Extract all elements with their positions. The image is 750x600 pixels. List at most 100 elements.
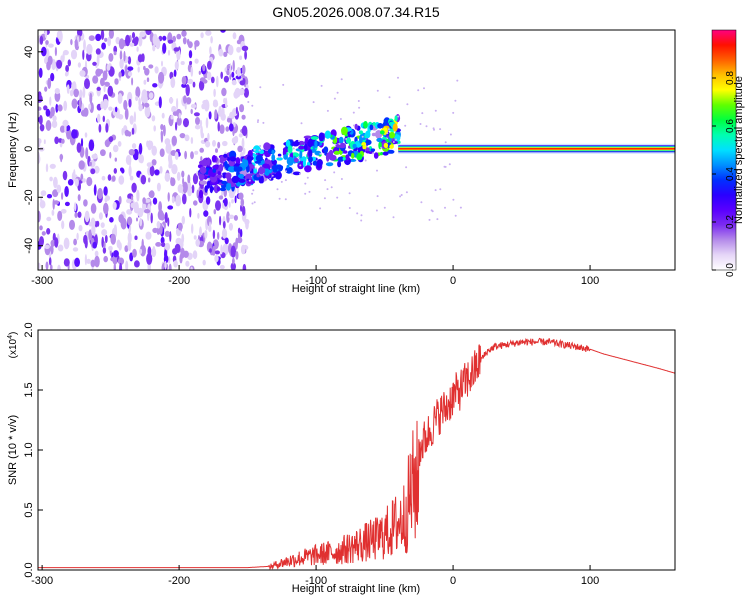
noise-blob <box>90 259 96 268</box>
noise-blob <box>144 102 150 108</box>
noise-blob <box>221 87 227 97</box>
noise-blob <box>50 264 53 270</box>
signal-blob <box>276 157 283 161</box>
spectrogram-frame <box>37 29 676 271</box>
noise-blob <box>100 30 105 40</box>
noise-blob <box>78 224 83 232</box>
noise-blob <box>45 163 49 173</box>
noise-blob <box>49 163 56 169</box>
signal-blob <box>298 145 305 150</box>
noise-blob <box>124 245 129 253</box>
noise-blob <box>168 97 174 104</box>
signal-blob <box>216 186 221 192</box>
noise-blob <box>164 172 171 182</box>
noise-blob <box>175 200 179 207</box>
noise-blob <box>187 41 193 49</box>
signal-blob <box>229 156 237 162</box>
noise-blob <box>104 37 108 42</box>
noise-blob <box>54 136 59 145</box>
faint-point <box>269 177 272 180</box>
noise-blob <box>151 247 157 258</box>
y-tick-label: 0.0 <box>23 562 35 577</box>
faint-point <box>284 198 287 201</box>
noise-blob <box>208 221 212 232</box>
faint-point <box>360 219 363 222</box>
signal-blob <box>263 142 271 151</box>
noise-blob <box>82 178 86 183</box>
noise-blob <box>245 220 249 230</box>
noise-blob <box>181 83 187 88</box>
signal-blob <box>225 172 232 180</box>
noise-blob <box>174 151 179 160</box>
noise-blob <box>86 43 93 55</box>
noise-blob <box>73 238 77 246</box>
noise-blob <box>241 137 245 149</box>
noise-blob <box>52 198 55 210</box>
noise-blob <box>209 46 212 55</box>
noise-blob <box>48 43 54 48</box>
faint-point <box>292 147 295 150</box>
faint-point <box>428 218 431 221</box>
noise-blob <box>145 231 152 240</box>
noise-blob <box>240 229 243 238</box>
signal-blob <box>199 166 207 174</box>
faint-point <box>324 179 327 182</box>
signal-blob <box>275 171 282 180</box>
noise-blob <box>119 50 123 61</box>
noise-blob <box>167 192 170 202</box>
spectrogram-y-label: Frequency (Hz) <box>7 112 19 188</box>
noise-blob <box>59 125 66 133</box>
noise-blob <box>100 149 106 157</box>
noise-blob <box>151 115 156 122</box>
noise-blob <box>232 60 235 72</box>
noise-blob <box>44 86 48 92</box>
noise-blob <box>190 66 194 77</box>
noise-blob <box>71 129 78 139</box>
noise-blob <box>88 103 92 111</box>
noise-blob <box>230 245 236 258</box>
y-tick-label: 1.0 <box>23 442 35 457</box>
noise-blob <box>80 138 84 148</box>
noise-blob <box>39 35 44 45</box>
signal-blob <box>307 138 314 148</box>
noise-blob <box>91 153 98 160</box>
noise-blob <box>118 195 122 205</box>
noise-blob <box>123 99 128 111</box>
signal-blob <box>271 150 275 155</box>
snr-exponent-label: (x104) <box>7 332 19 359</box>
noise-blob <box>50 106 55 117</box>
noise-blob <box>118 214 124 224</box>
noise-blob <box>149 140 154 149</box>
noise-blob <box>64 201 70 207</box>
noise-blob <box>104 197 108 203</box>
noise-blob <box>57 104 63 112</box>
faint-point <box>251 202 254 205</box>
faint-point <box>326 188 329 191</box>
noise-blob <box>114 78 119 85</box>
noise-blob <box>119 262 123 270</box>
faint-point <box>387 128 390 131</box>
noise-blob <box>62 49 69 56</box>
faint-point <box>259 145 262 147</box>
noise-blob <box>89 92 93 104</box>
noise-blob <box>215 148 218 153</box>
noise-blob <box>95 33 102 42</box>
signal-blob <box>312 160 318 166</box>
signal-blob <box>219 187 227 192</box>
x-tick-label: 0 <box>450 575 456 587</box>
noise-blob <box>127 216 133 226</box>
noise-blob <box>202 79 208 84</box>
signal-blob <box>271 154 276 161</box>
noise-blob <box>214 255 219 263</box>
noise-blob <box>160 124 164 131</box>
faint-point <box>392 216 395 219</box>
noise-blob <box>216 75 219 88</box>
noise-blob <box>237 145 243 153</box>
faint-point <box>444 206 446 209</box>
noise-blob <box>138 143 143 155</box>
noise-blob <box>73 88 79 98</box>
snr-x-label: Height of straight line (km) <box>292 583 420 595</box>
noise-blob <box>133 201 139 213</box>
noise-blob <box>78 97 82 109</box>
noise-blob <box>39 236 44 247</box>
